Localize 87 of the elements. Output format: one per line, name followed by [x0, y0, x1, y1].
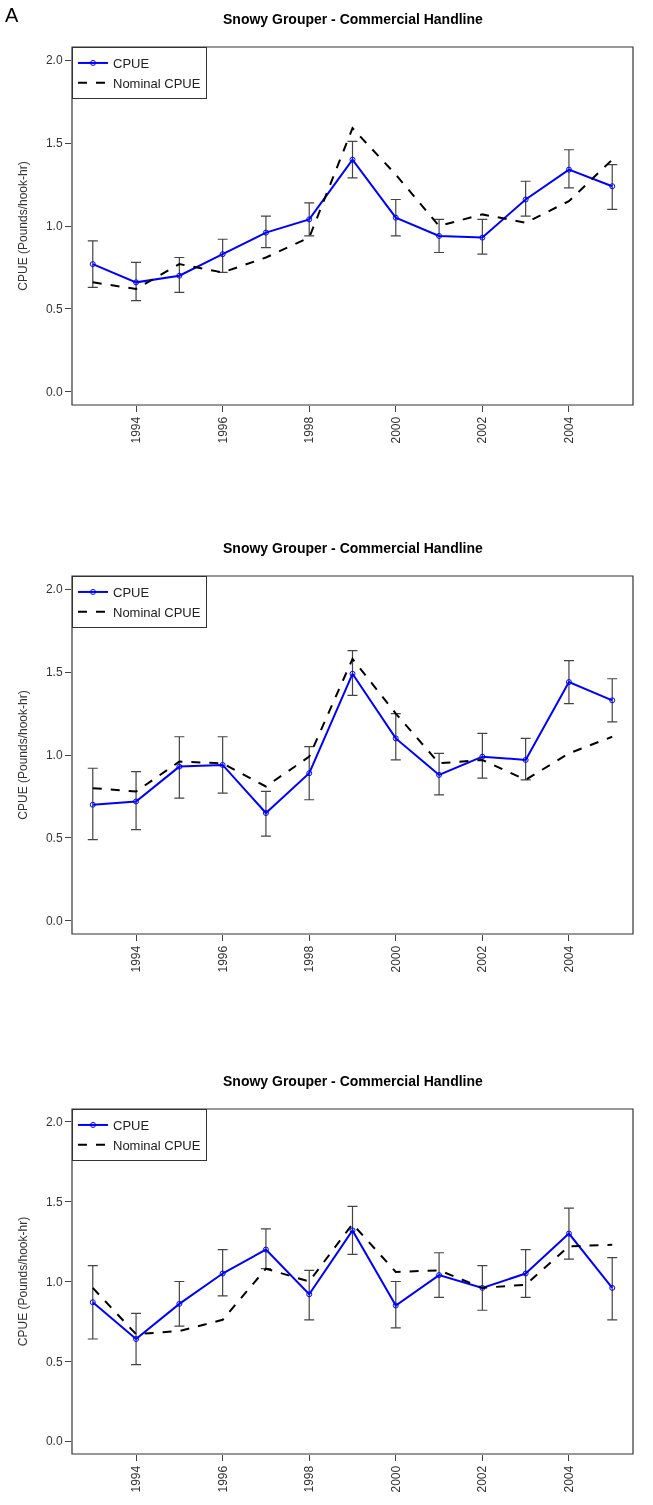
point	[349, 670, 356, 677]
text: A	[5, 4, 19, 26]
y-tick-label: 0.0	[45, 1434, 63, 1449]
point	[479, 1284, 486, 1291]
x-tick-label: 1996	[215, 1465, 230, 1493]
x-tick-label: 2004	[561, 416, 576, 444]
y-tick-label: 1.5	[45, 136, 63, 151]
legend-label: Nominal CPUE	[113, 604, 201, 620]
point	[306, 216, 313, 223]
point	[219, 761, 226, 768]
point	[349, 1227, 356, 1234]
x-tick-label: 1996	[215, 945, 230, 973]
point	[436, 771, 443, 778]
x-tick-label: 1998	[302, 945, 317, 973]
legend-label: Nominal CPUE	[113, 75, 201, 91]
x-tick-label: 1998	[302, 416, 317, 444]
x-tick-label: 1998	[302, 1465, 317, 1493]
point	[176, 272, 183, 279]
point	[306, 770, 313, 777]
y-tick-label: 2.0	[45, 53, 63, 68]
point	[522, 1270, 529, 1277]
point	[609, 1284, 616, 1291]
x-tick-label: 2004	[561, 945, 576, 973]
chart-title: Snowy Grouper - Commercial Handline	[223, 540, 484, 556]
point	[479, 753, 486, 760]
point	[176, 763, 183, 770]
point	[436, 232, 443, 239]
x-tick-label: 2002	[475, 1465, 490, 1493]
legend-label: Nominal CPUE	[113, 1137, 201, 1153]
point	[565, 166, 572, 173]
point	[565, 1230, 572, 1237]
legend-label: CPUE	[113, 1118, 150, 1134]
y-tick-label: 1.5	[45, 665, 63, 680]
point	[609, 697, 616, 704]
y-tick-label: 0.0	[45, 913, 63, 928]
y-tick-label: 0.5	[45, 831, 63, 846]
point	[89, 1299, 96, 1306]
x-tick-label: 1996	[215, 416, 230, 444]
point	[392, 1302, 399, 1309]
y-axis-title: CPUE (Pounds/hook-hr)	[16, 690, 31, 820]
chart-title: Snowy Grouper - Commercial Handline	[223, 1073, 484, 1089]
chart-title: Snowy Grouper - Commercial Handline	[223, 11, 484, 27]
x-tick-label: 1994	[128, 416, 143, 444]
y-tick-label: 1.0	[45, 219, 63, 234]
x-tick-label: 2004	[561, 1465, 576, 1493]
y-tick-label: 2.0	[45, 1114, 63, 1129]
point	[392, 214, 399, 221]
y-tick-label: 2.0	[45, 582, 63, 597]
y-tick-label: 1.0	[45, 1274, 63, 1289]
point	[392, 735, 399, 742]
point	[176, 1300, 183, 1307]
point	[219, 1270, 226, 1277]
point	[262, 1246, 269, 1253]
point	[522, 196, 529, 203]
point	[436, 1272, 443, 1279]
legend-label: CPUE	[113, 585, 150, 601]
y-tick-label: 0.0	[45, 384, 63, 399]
point	[89, 261, 96, 268]
legend-label: CPUE	[113, 56, 150, 72]
point	[133, 279, 140, 286]
x-tick-label: 1994	[128, 945, 143, 973]
x-tick-label: 1994	[128, 1465, 143, 1493]
point	[262, 229, 269, 236]
point	[262, 810, 269, 817]
point	[349, 156, 356, 163]
y-axis-title: CPUE (Pounds/hook-hr)	[16, 1216, 31, 1347]
line-series	[91, 127, 614, 290]
point	[306, 1291, 313, 1298]
x-tick-label: 2002	[475, 945, 490, 973]
point	[565, 679, 572, 686]
y-tick-label: 0.5	[45, 302, 63, 317]
y-tick-label: 1.5	[45, 1194, 63, 1209]
line-series	[91, 657, 614, 793]
point	[89, 801, 96, 808]
point	[522, 756, 529, 763]
point	[133, 798, 140, 805]
point	[609, 183, 616, 190]
point	[219, 251, 226, 258]
x-tick-label: 2000	[388, 1465, 403, 1493]
x-tick-label: 2000	[388, 416, 403, 444]
y-axis-title: CPUE (Pounds/hook-hr)	[16, 161, 31, 291]
x-tick-label: 2000	[388, 945, 403, 973]
point	[133, 1336, 140, 1342]
y-tick-label: 0.5	[45, 1354, 63, 1369]
y-tick-label: 1.0	[45, 748, 63, 763]
point	[479, 234, 486, 241]
x-tick-label: 2002	[475, 416, 490, 444]
